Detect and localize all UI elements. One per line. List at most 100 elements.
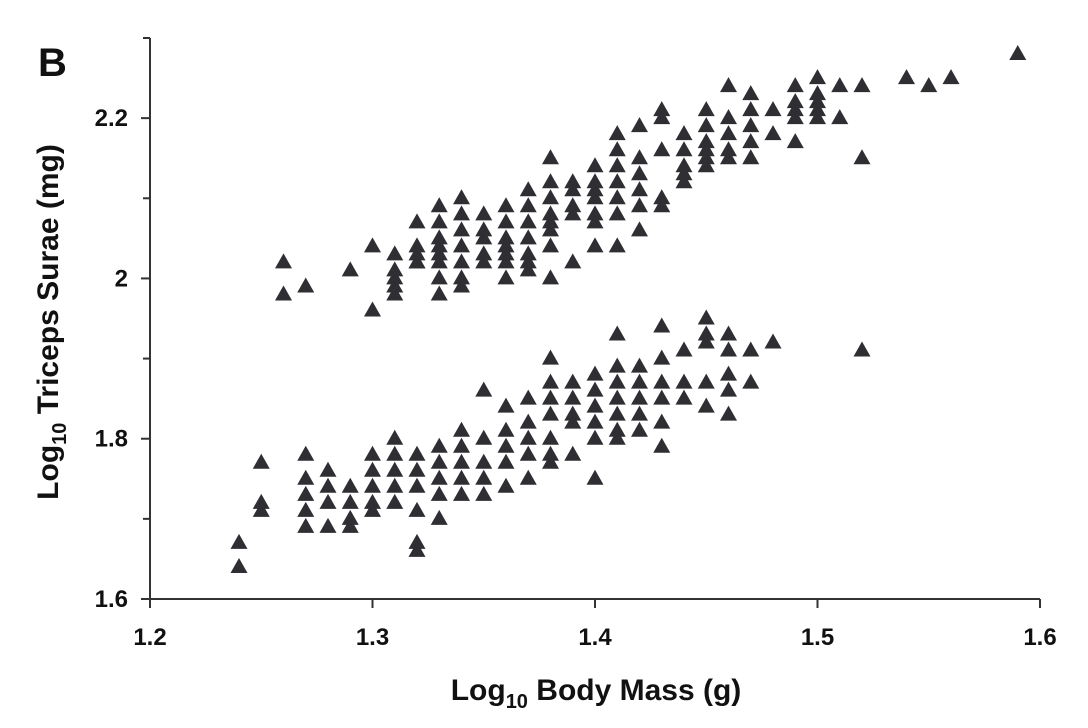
data-point [586,429,604,445]
x-tick-label: 1.6 [1023,624,1056,651]
data-point [742,341,760,357]
data-point [475,205,493,221]
data-point [430,485,448,501]
data-point [1009,45,1027,61]
data-point [475,429,493,445]
data-point [542,405,559,421]
data-point [386,445,404,461]
data-point [430,437,448,453]
data-point [430,509,448,525]
data-point [608,237,626,253]
data-point [631,197,648,213]
x-tick-label: 1.3 [356,624,389,651]
data-point [653,189,671,205]
data-point [497,477,515,493]
data-point [586,237,604,253]
data-point [519,245,537,261]
data-point [608,189,626,205]
data-point [631,357,648,373]
data-point [631,149,648,165]
data-point [297,277,315,293]
data-point [297,469,315,485]
data-point [497,253,515,269]
x-axis: 1.2 1.3 1.4 1.5 1.6 [133,598,1057,651]
y-axis-title-rest: Triceps Surae (mg) [32,144,65,422]
data-point [386,493,404,509]
data-point [831,109,849,125]
data-point [631,373,648,389]
y-axis: 1.6 1.8 2 2.2 [95,37,151,613]
data-point [942,69,960,85]
y-tick-label: 1.6 [95,586,128,613]
data-point [497,453,515,469]
data-point [653,109,671,125]
data-point [453,253,470,269]
data-point [564,173,582,189]
data-point [453,205,470,221]
data-point [364,301,381,317]
data-point [453,237,470,253]
data-point [742,85,760,101]
data-point [386,285,404,301]
data-point [697,333,715,349]
data-point [453,269,470,285]
data-point [230,557,248,573]
data-point [809,69,826,85]
data-point [608,373,626,389]
x-axis-title-rest: Body Mass (g) [528,674,741,707]
data-point [564,197,582,213]
data-point [519,445,537,461]
data-point [675,173,693,189]
data-point [720,149,737,165]
data-point [675,141,693,157]
data-point [453,453,470,469]
data-point [786,101,804,117]
data-point [853,341,871,357]
data-point [697,309,715,325]
data-point [408,253,426,269]
data-point [720,141,737,157]
data-point [720,381,737,397]
data-point [631,221,648,237]
data-point [475,221,493,237]
data-point [430,237,448,253]
data-point [920,77,938,93]
data-point [542,373,559,389]
data-point [653,101,671,117]
data-point [542,445,559,461]
data-point [430,213,448,229]
data-point [408,461,426,477]
data-point [653,317,671,333]
data-point [697,133,715,149]
data-point [742,101,760,117]
data-point [319,461,337,477]
data-point [809,101,826,117]
data-point [653,437,671,453]
data-point [341,517,359,533]
data-point [542,453,559,469]
data-point [408,477,426,493]
data-point [475,381,493,397]
data-point [586,469,604,485]
data-point [252,501,270,517]
data-point [275,285,292,301]
data-point [430,197,448,213]
data-point [386,245,404,261]
x-tick-label: 1.2 [133,624,166,651]
data-points [230,45,1027,573]
data-point [519,213,537,229]
data-point [430,253,448,269]
y-axis-title-base: Log [32,445,65,500]
data-point [742,149,760,165]
y-axis-title-subscript: 10 [49,423,71,445]
data-point [386,477,404,493]
data-point [364,445,381,461]
data-point [742,117,760,133]
data-point [697,397,715,413]
data-point [542,173,559,189]
x-axis-title: Log10 Body Mass (g) [451,674,742,713]
data-point [697,157,715,173]
data-point [586,205,604,221]
data-point [497,421,515,437]
